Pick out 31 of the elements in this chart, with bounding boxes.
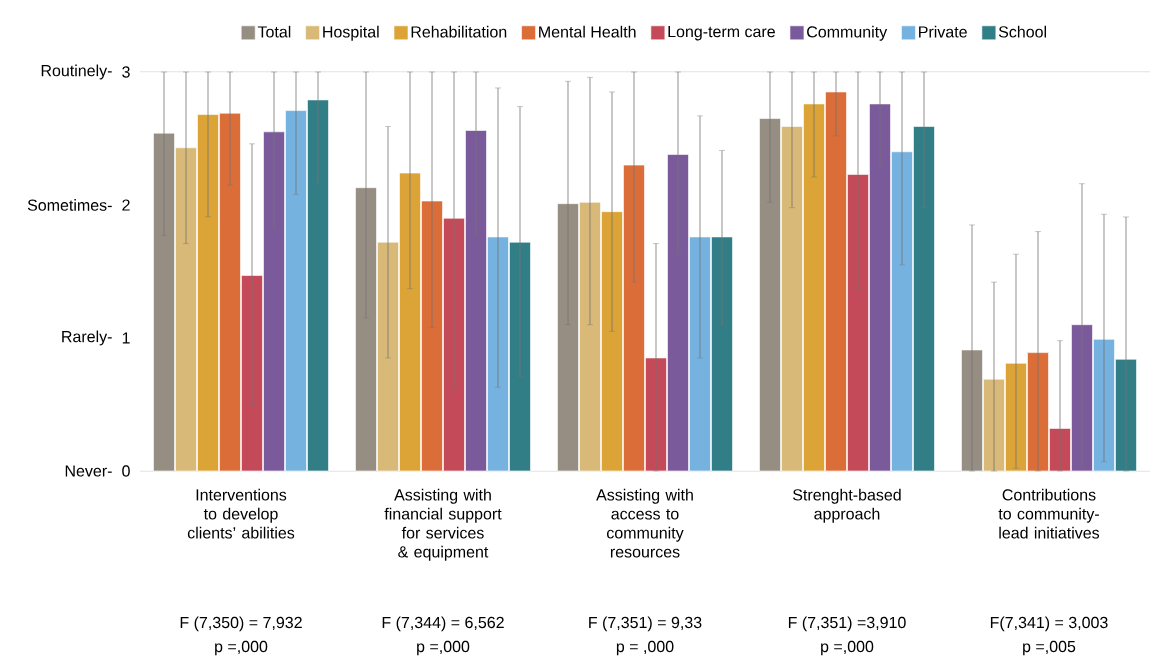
- text: p = ,000: [616, 640, 674, 656]
- x-tick-label: Contributions to community-lead initiatives: [998, 488, 1100, 539]
- text: Never-: [65, 465, 112, 477]
- legend-label: Mental Health: [539, 25, 636, 38]
- text: p =,000: [417, 640, 470, 656]
- x-tick-label: Assisting with access to community resources: [596, 488, 693, 558]
- text: F (7,351) = 9,33: [589, 616, 702, 632]
- text: F (7,344) = 6,562: [382, 616, 504, 632]
- legend-label: Rehabilitation: [411, 25, 507, 38]
- legend-label: Hospital: [323, 25, 379, 41]
- legend-label: School: [998, 25, 1046, 38]
- text: Routinely-: [41, 64, 112, 80]
- y-tick-label: 3: [122, 66, 130, 78]
- text: F (7,351) =3,910: [788, 616, 906, 632]
- legend-label: Community: [807, 25, 888, 41]
- y-tick-label: 1: [122, 332, 130, 344]
- legend-label: Private: [919, 25, 967, 38]
- text: F (7,350) = 7,932: [180, 616, 302, 632]
- text: p =,000: [215, 640, 268, 656]
- legend-label: Total: [257, 25, 291, 38]
- x-tick-label: Assisting with financial support for services & equipment: [384, 488, 502, 561]
- legend-label: Long-term care: [668, 26, 775, 41]
- y-tick-label: 2: [122, 199, 130, 211]
- text: Rarely-: [62, 330, 112, 346]
- text: p =,005: [1023, 640, 1076, 656]
- text: F(7,341) = 3,003: [990, 616, 1108, 632]
- text: p =,000: [821, 640, 874, 656]
- x-tick-label: Strenght-based approach: [793, 488, 901, 523]
- x-tick-label: Interventions to develop clients’ abilities: [187, 488, 295, 539]
- text: Sometimes-: [27, 199, 112, 211]
- y-tick-label: 0: [122, 465, 130, 477]
